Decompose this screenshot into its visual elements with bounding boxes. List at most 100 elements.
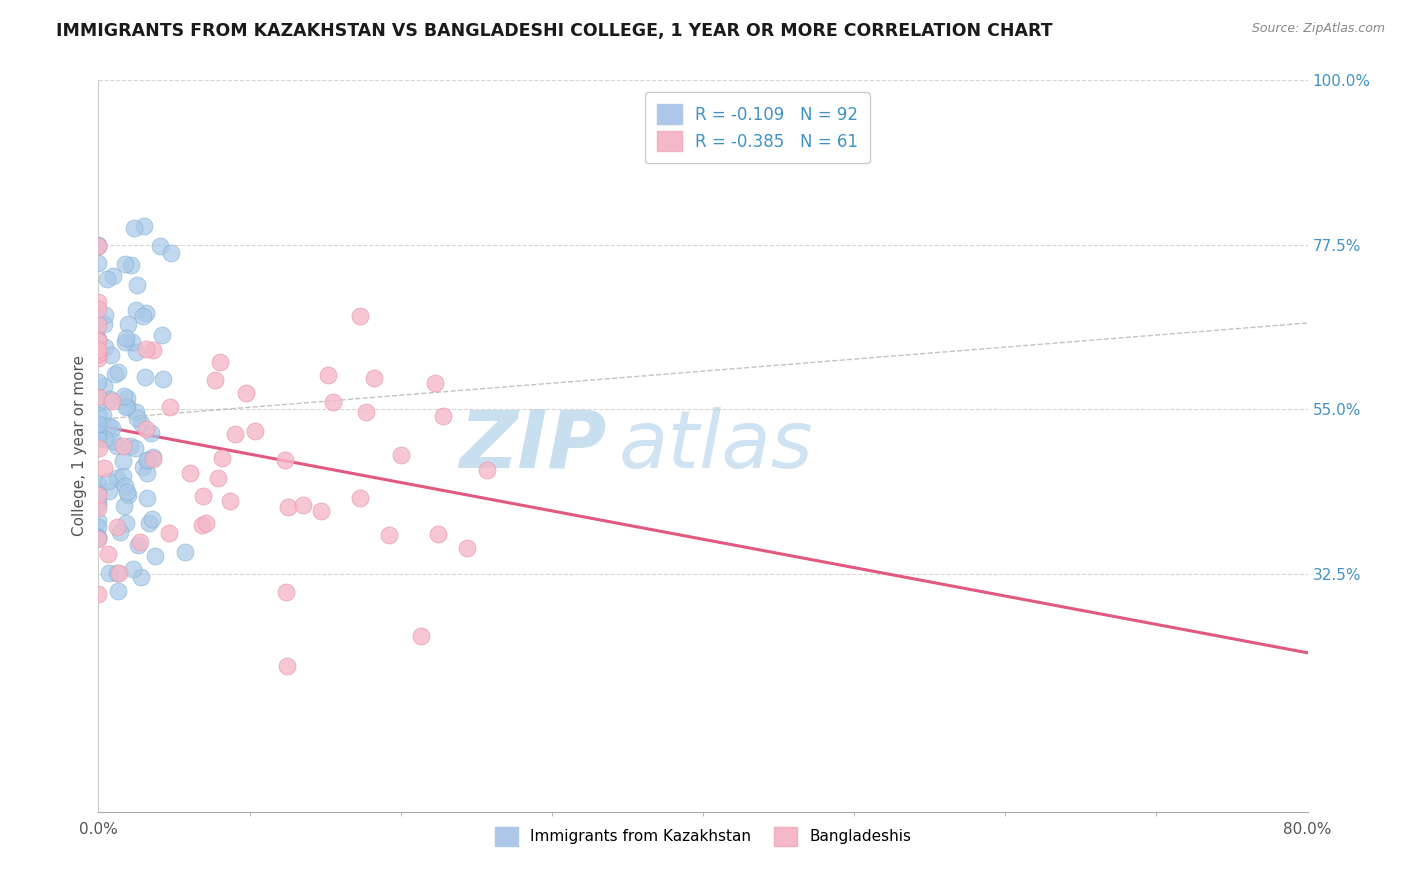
Immigrants from Kazakhstan [87,520,110,534]
Immigrants from Kazakhstan [149,239,172,253]
Immigrants from Kazakhstan [115,401,138,415]
Bangladeshis [427,526,450,541]
Bangladeshis [112,438,135,452]
Immigrants from Kazakhstan [87,422,110,436]
Immigrants from Kazakhstan [125,303,148,318]
Bangladeshis [349,309,371,323]
Immigrants from Kazakhstan [107,471,129,485]
Bangladeshis [318,368,340,383]
Bangladeshis [135,342,157,356]
Immigrants from Kazakhstan [118,439,141,453]
Bangladeshis [87,239,110,253]
Immigrants from Kazakhstan [117,399,139,413]
Immigrants from Kazakhstan [124,220,146,235]
Immigrants from Kazakhstan [142,450,165,465]
Immigrants from Kazakhstan [115,392,138,406]
Bangladeshis [159,400,181,414]
Immigrants from Kazakhstan [93,308,115,322]
Immigrants from Kazakhstan [135,305,157,319]
Immigrants from Kazakhstan [87,485,110,500]
Immigrants from Kazakhstan [87,497,110,511]
Bangladeshis [245,424,267,438]
Immigrants from Kazakhstan [87,313,110,327]
Y-axis label: College, 1 year or more: College, 1 year or more [72,356,87,536]
Bangladeshis [87,295,110,310]
Immigrants from Kazakhstan [87,375,110,389]
Immigrants from Kazakhstan [101,421,124,435]
Bangladeshis [274,452,297,467]
Bangladeshis [142,343,165,357]
Immigrants from Kazakhstan [87,495,110,509]
Bangladeshis [101,393,124,408]
Immigrants from Kazakhstan [134,370,156,384]
Immigrants from Kazakhstan [114,479,136,493]
Immigrants from Kazakhstan [105,566,128,581]
Bangladeshis [354,405,377,419]
Bangladeshis [93,461,115,475]
Bangladeshis [87,488,110,502]
Immigrants from Kazakhstan [87,417,110,431]
Bangladeshis [87,500,110,515]
Immigrants from Kazakhstan [122,562,145,576]
Bangladeshis [456,541,478,555]
Immigrants from Kazakhstan [101,268,124,283]
Bangladeshis [477,463,499,477]
Immigrants from Kazakhstan [132,459,155,474]
Bangladeshis [87,587,110,601]
Immigrants from Kazakhstan [107,365,129,379]
Immigrants from Kazakhstan [173,544,195,558]
Immigrants from Kazakhstan [120,258,142,272]
Immigrants from Kazakhstan [117,318,139,332]
Text: IMMIGRANTS FROM KAZAKHSTAN VS BANGLADESHI COLLEGE, 1 YEAR OR MORE CORRELATION CH: IMMIGRANTS FROM KAZAKHSTAN VS BANGLADESH… [56,22,1053,40]
Bangladeshis [142,452,165,467]
Immigrants from Kazakhstan [135,466,157,480]
Bangladeshis [363,371,385,385]
Bangladeshis [87,301,110,316]
Bangladeshis [423,376,446,390]
Immigrants from Kazakhstan [103,434,125,449]
Bangladeshis [108,566,131,580]
Immigrants from Kazakhstan [139,425,162,440]
Immigrants from Kazakhstan [98,566,121,580]
Bangladeshis [193,489,215,503]
Immigrants from Kazakhstan [134,219,156,233]
Bangladeshis [87,343,110,358]
Immigrants from Kazakhstan [87,256,110,270]
Bangladeshis [157,525,180,540]
Bangladeshis [87,334,110,348]
Immigrants from Kazakhstan [160,246,183,260]
Immigrants from Kazakhstan [87,239,110,253]
Bangladeshis [195,516,218,530]
Immigrants from Kazakhstan [124,441,146,455]
Bangladeshis [277,500,299,515]
Immigrants from Kazakhstan [87,476,110,491]
Immigrants from Kazakhstan [96,272,118,286]
Immigrants from Kazakhstan [93,341,115,355]
Immigrants from Kazakhstan [131,310,153,324]
Immigrants from Kazakhstan [125,411,148,425]
Bangladeshis [105,520,128,534]
Immigrants from Kazakhstan [87,426,110,441]
Immigrants from Kazakhstan [108,525,131,540]
Bangladeshis [432,409,454,423]
Bangladeshis [87,347,110,361]
Immigrants from Kazakhstan [138,516,160,530]
Bangladeshis [211,450,233,465]
Immigrants from Kazakhstan [136,491,159,505]
Immigrants from Kazakhstan [127,538,149,552]
Immigrants from Kazakhstan [87,408,110,422]
Immigrants from Kazakhstan [135,453,157,467]
Immigrants from Kazakhstan [143,549,166,563]
Immigrants from Kazakhstan [112,389,135,403]
Bangladeshis [135,422,157,436]
Bangladeshis [87,345,110,359]
Immigrants from Kazakhstan [93,317,115,331]
Immigrants from Kazakhstan [87,532,110,546]
Immigrants from Kazakhstan [150,328,173,343]
Immigrants from Kazakhstan [136,453,159,467]
Immigrants from Kazakhstan [97,484,120,499]
Bangladeshis [191,517,214,532]
Bangladeshis [409,629,432,643]
Immigrants from Kazakhstan [117,488,139,502]
Bangladeshis [322,395,344,409]
